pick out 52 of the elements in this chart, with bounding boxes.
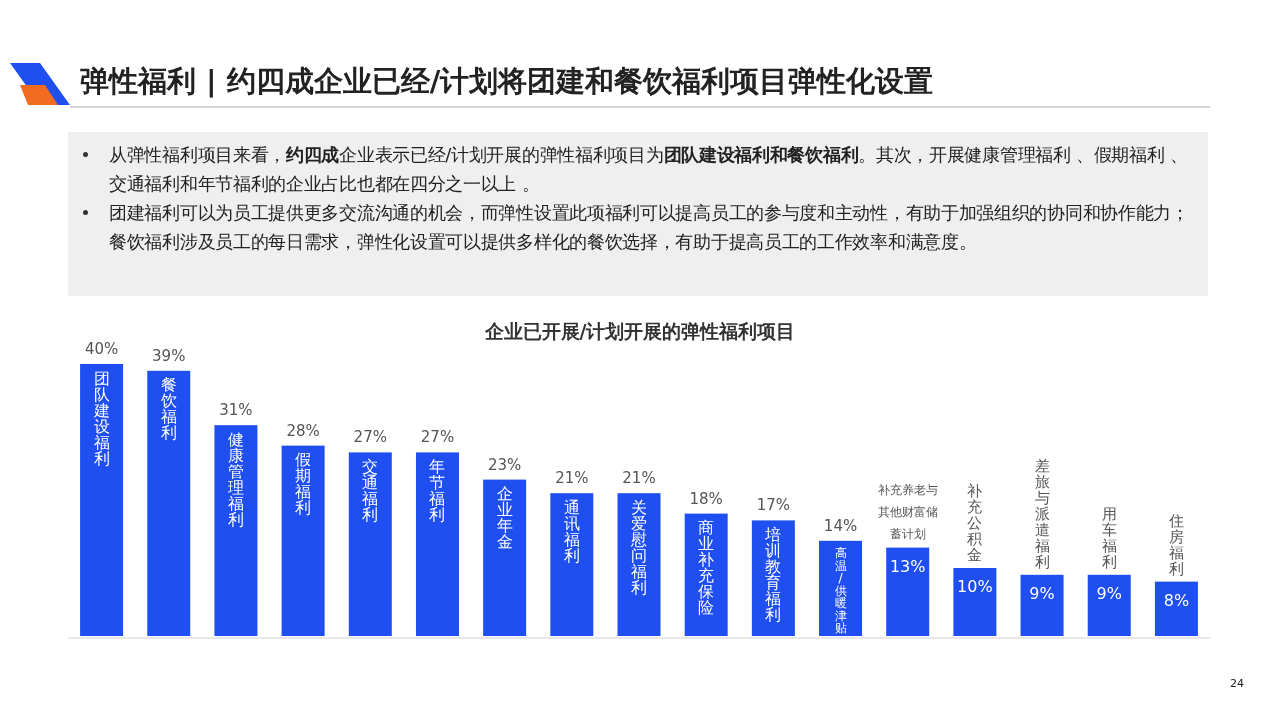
data-label: 27% — [353, 428, 387, 447]
x-tick-label: 假期福利 — [295, 450, 312, 518]
data-label: 21% — [622, 469, 656, 488]
x-tick-label: 通讯福利 — [563, 497, 580, 565]
x-tick-label: 关爱慰问福利 — [630, 497, 647, 597]
text: 团建福利可以为员工提供更多交流沟通的机会，而弹性设置此项福利可以提高员工的参与度和主动性，有助于加强组织的协同和协作能力；餐饮福利涉及员工的每日需求，弹性化设置可以提供多样化的餐饮选择，有助于提高员工的工作效率和满意度。 — [109, 201, 1190, 254]
data-label: 10% — [957, 577, 993, 596]
data-label: 18% — [689, 489, 723, 508]
bar — [1020, 574, 1064, 636]
bar — [1154, 581, 1198, 636]
chart-subtitle: 企业已开展/计划开展的弹性福利项目 — [483, 320, 796, 342]
x-tick-label: 健康管理福利 — [227, 429, 244, 529]
chart-title: 弹性福利 | 约四成企业已经/计划将团建和餐饮福利项目弹性化设置 — [80, 63, 934, 100]
bar — [415, 452, 459, 636]
data-label: 8% — [1163, 590, 1190, 610]
x-tick-label: 住房福利 — [1167, 511, 1184, 578]
data-label: 31% — [219, 401, 253, 420]
x-tick-label: 团队建设福利 — [92, 368, 110, 468]
text: 从弹性福利项目来看，约四成企业表示已经/计划开展的弹性福利项目为团队建设福利和餐饮福利。其次，开展健康管理福利 、假期福利 、交通福利和年节福利的企业占比也都在四分之一以上 。 — [109, 144, 1188, 194]
x-tick-label: 企业年金 — [496, 484, 513, 552]
x-tick-label: 年节福利 — [429, 457, 446, 524]
bar — [953, 568, 997, 636]
x-tick-label: 用车福利 — [1101, 504, 1117, 571]
x-tick-label: 差旅与派遣福利 — [1034, 456, 1050, 571]
data-label: 23% — [487, 455, 522, 474]
data-label: 9% — [1029, 583, 1055, 603]
data-label: 13% — [889, 556, 926, 576]
bar — [281, 445, 325, 636]
bar — [483, 479, 527, 636]
bar — [80, 364, 124, 636]
data-label: 39% — [152, 346, 186, 365]
bar — [1087, 574, 1131, 636]
bar — [886, 547, 930, 636]
data-label: 9% — [1096, 583, 1122, 603]
text: 24 — [1230, 677, 1244, 690]
data-label: 40% — [84, 340, 119, 358]
x-tick-label: 高温/供暖津贴 — [834, 545, 847, 636]
x-tick-label: 交通福利 — [362, 457, 379, 524]
bar — [550, 493, 594, 636]
bar — [214, 425, 258, 636]
data-label: 27% — [420, 428, 455, 447]
x-tick-label: 商业补充保险 — [698, 518, 715, 618]
x-tick-label: 补充养老与其他财富储蓄计划 — [877, 482, 938, 541]
bar — [147, 370, 191, 636]
data-label: 21% — [555, 469, 589, 488]
data-label: 28% — [286, 421, 320, 440]
x-tick-label: 补充公积金 — [967, 482, 983, 564]
x-tick-label: 培训教育福利 — [764, 525, 782, 624]
data-label: 14% — [823, 516, 858, 535]
bar — [348, 452, 392, 636]
x-tick-label: 餐饮福利 — [159, 375, 177, 443]
data-label: 17% — [756, 496, 791, 515]
